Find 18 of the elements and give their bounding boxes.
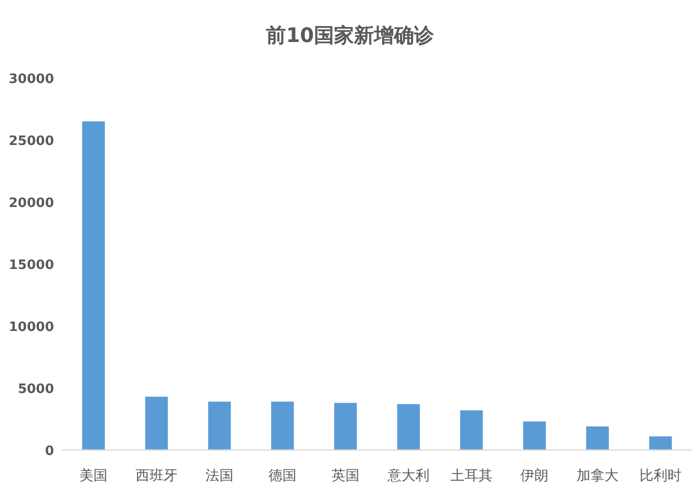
x-tick-label: 德国 bbox=[268, 468, 296, 484]
x-tick-label: 比利时 bbox=[640, 468, 682, 484]
y-tick-label: 0 bbox=[44, 444, 54, 459]
x-tick-label: 土耳其 bbox=[450, 468, 492, 484]
x-tick-label: 西班牙 bbox=[136, 468, 178, 484]
x-tick-label: 伊朗 bbox=[520, 468, 548, 484]
y-tick-label: 10000 bbox=[8, 320, 54, 335]
x-tick-label: 加拿大 bbox=[576, 468, 618, 484]
x-tick-label: 英国 bbox=[332, 468, 360, 484]
y-tick-label: 5000 bbox=[18, 382, 54, 397]
y-tick-label: 25000 bbox=[8, 134, 54, 149]
title: 前10国家新增确诊 bbox=[266, 23, 434, 47]
x-tick-label: 意大利 bbox=[386, 468, 430, 484]
y-tick-label: 20000 bbox=[8, 196, 54, 211]
y-tick-label: 15000 bbox=[8, 258, 54, 273]
x-tick-label: 美国 bbox=[80, 468, 108, 484]
y-tick-label: 30000 bbox=[8, 72, 54, 87]
x-tick-label: 法国 bbox=[206, 468, 234, 484]
